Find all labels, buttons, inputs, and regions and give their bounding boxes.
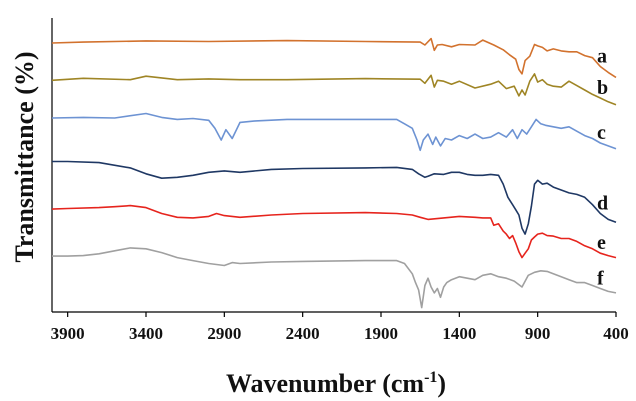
y-axis-title: Transmittance (%) — [10, 51, 39, 262]
x-tick-labels: 3900 3400 2900 2400 1900 1400 900 400 — [51, 324, 629, 343]
x-tick-label-3900: 3900 — [51, 324, 85, 343]
series-lines — [51, 37, 617, 309]
series-line-d — [52, 160, 617, 235]
x-ticks — [67, 312, 617, 317]
x-axis-title-sup: -1 — [424, 369, 437, 386]
series-line-c — [51, 112, 617, 152]
series-line-f — [52, 247, 617, 309]
x-tick-label-1900: 1900 — [364, 324, 398, 343]
series-line-b — [51, 73, 617, 106]
series-label-e: e — [597, 232, 606, 254]
series-label-d: d — [597, 193, 608, 215]
x-axis-title: Wavenumber (cm-1) — [226, 369, 446, 398]
series-line-e — [51, 204, 617, 259]
x-tick-label-2900: 2900 — [207, 324, 241, 343]
series-labels: ab c def — [597, 46, 608, 290]
x-axis-title-main: Wavenumber (cm — [226, 369, 424, 398]
plot-frame — [51, 18, 616, 313]
x-tick-label-1400: 1400 — [442, 324, 476, 343]
x-axis-title-end: ) — [437, 369, 446, 398]
series-label-a: a — [597, 46, 607, 68]
series-label-b: b — [597, 77, 608, 99]
series-label-f: f — [597, 268, 604, 290]
x-tick-label-3400: 3400 — [129, 324, 163, 343]
series-line-a — [51, 37, 617, 79]
x-tick-label-900: 900 — [525, 324, 551, 343]
series-label-c: c — [597, 122, 606, 144]
x-tick-label-2400: 2400 — [286, 324, 320, 343]
x-tick-label-400: 400 — [603, 324, 629, 343]
